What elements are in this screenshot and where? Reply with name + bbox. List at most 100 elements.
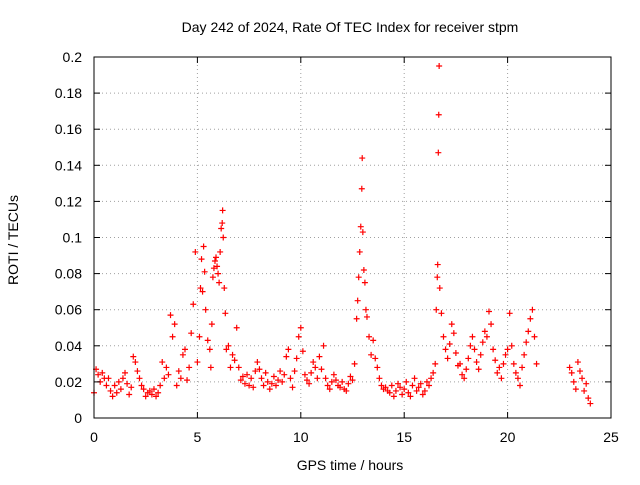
data-point-marker bbox=[119, 375, 126, 382]
data-point-marker bbox=[304, 377, 311, 384]
data-point-marker bbox=[368, 351, 375, 358]
data-point-marker bbox=[217, 248, 224, 255]
data-point-marker bbox=[585, 395, 592, 402]
data-point-marker bbox=[345, 380, 352, 387]
data-point-marker bbox=[475, 366, 482, 373]
data-point-marker bbox=[465, 355, 472, 362]
data-point-marker bbox=[490, 346, 497, 353]
data-point-marker bbox=[436, 63, 443, 70]
data-point-marker bbox=[134, 368, 141, 375]
data-point-marker bbox=[326, 386, 333, 393]
y-tick-label: 0.08 bbox=[55, 266, 82, 282]
data-point-marker bbox=[115, 378, 122, 385]
data-point-marker bbox=[566, 364, 573, 371]
data-point-marker bbox=[132, 359, 139, 366]
data-point-marker bbox=[201, 268, 208, 275]
data-point-marker bbox=[574, 359, 581, 366]
data-point-marker bbox=[498, 375, 505, 382]
data-point-marker bbox=[310, 359, 317, 366]
data-point-marker bbox=[434, 274, 441, 281]
data-point-marker bbox=[512, 369, 519, 376]
data-point-marker bbox=[483, 333, 490, 340]
data-point-marker bbox=[262, 369, 269, 376]
data-point-marker bbox=[173, 382, 180, 389]
data-point-marker bbox=[268, 380, 275, 387]
data-point-marker bbox=[218, 225, 225, 232]
data-point-marker bbox=[177, 375, 184, 382]
data-point-marker bbox=[374, 364, 381, 371]
data-point-marker bbox=[209, 274, 216, 281]
data-point-marker bbox=[376, 375, 383, 382]
data-point-marker bbox=[207, 364, 214, 371]
data-point-marker bbox=[399, 391, 406, 398]
y-tick-label: 0.16 bbox=[55, 121, 82, 137]
data-point-marker bbox=[264, 378, 271, 385]
x-tick-label: 10 bbox=[293, 429, 309, 445]
data-point-marker bbox=[297, 324, 304, 331]
data-points bbox=[91, 63, 594, 407]
data-point-marker bbox=[485, 308, 492, 315]
data-point-marker bbox=[523, 339, 530, 346]
data-point-marker bbox=[500, 360, 507, 367]
data-point-marker bbox=[229, 351, 236, 358]
data-point-marker bbox=[502, 351, 509, 358]
data-point-marker bbox=[124, 380, 131, 387]
data-point-marker bbox=[358, 185, 365, 192]
data-point-marker bbox=[138, 382, 145, 389]
data-point-marker bbox=[397, 384, 404, 391]
data-point-marker bbox=[477, 351, 484, 358]
data-point-marker bbox=[328, 378, 335, 385]
data-point-marker bbox=[225, 342, 232, 349]
data-point-marker bbox=[159, 359, 166, 366]
data-point-marker bbox=[223, 346, 230, 353]
data-point-marker bbox=[306, 380, 313, 387]
data-point-marker bbox=[157, 382, 164, 389]
data-point-marker bbox=[241, 380, 248, 387]
data-point-marker bbox=[95, 371, 102, 378]
data-point-marker bbox=[128, 384, 135, 391]
data-point-marker bbox=[347, 373, 354, 380]
x-tick-label: 5 bbox=[194, 429, 202, 445]
data-point-marker bbox=[256, 366, 263, 373]
data-point-marker bbox=[349, 377, 356, 384]
data-point-marker bbox=[332, 377, 339, 384]
data-point-marker bbox=[318, 366, 325, 373]
data-point-marker bbox=[213, 254, 220, 261]
data-point-marker bbox=[285, 346, 292, 353]
data-point-marker bbox=[250, 384, 257, 391]
data-point-marker bbox=[312, 364, 319, 371]
data-point-marker bbox=[405, 389, 412, 396]
data-point-marker bbox=[450, 330, 457, 337]
data-point-marker bbox=[568, 369, 575, 376]
data-point-marker bbox=[136, 375, 143, 382]
data-point-marker bbox=[107, 387, 114, 394]
chart-title: Day 242 of 2024, Rate Of TEC Index for r… bbox=[182, 19, 519, 35]
y-tick-label: 0.18 bbox=[55, 85, 82, 101]
data-point-marker bbox=[260, 382, 267, 389]
data-point-marker bbox=[435, 111, 442, 118]
x-tick-label: 0 bbox=[90, 429, 98, 445]
data-point-marker bbox=[467, 342, 474, 349]
data-point-marker bbox=[281, 371, 288, 378]
data-point-marker bbox=[514, 375, 521, 382]
data-point-marker bbox=[527, 315, 534, 322]
data-point-marker bbox=[508, 342, 515, 349]
data-point-marker bbox=[339, 378, 346, 385]
data-point-marker bbox=[366, 333, 373, 340]
data-point-marker bbox=[361, 279, 368, 286]
data-point-marker bbox=[357, 223, 364, 230]
data-point-marker bbox=[403, 378, 410, 385]
data-point-marker bbox=[517, 382, 524, 389]
x-tick-label: 20 bbox=[500, 429, 516, 445]
data-point-marker bbox=[196, 333, 203, 340]
data-point-marker bbox=[163, 364, 170, 371]
y-tick-label: 0.04 bbox=[55, 338, 82, 354]
data-point-marker bbox=[572, 386, 579, 393]
data-point-marker bbox=[165, 371, 172, 378]
data-point-marker bbox=[113, 389, 120, 396]
data-point-marker bbox=[417, 380, 424, 387]
data-point-marker bbox=[587, 400, 594, 407]
data-point-marker bbox=[148, 391, 155, 398]
data-point-marker bbox=[199, 288, 206, 295]
data-point-marker bbox=[359, 229, 366, 236]
